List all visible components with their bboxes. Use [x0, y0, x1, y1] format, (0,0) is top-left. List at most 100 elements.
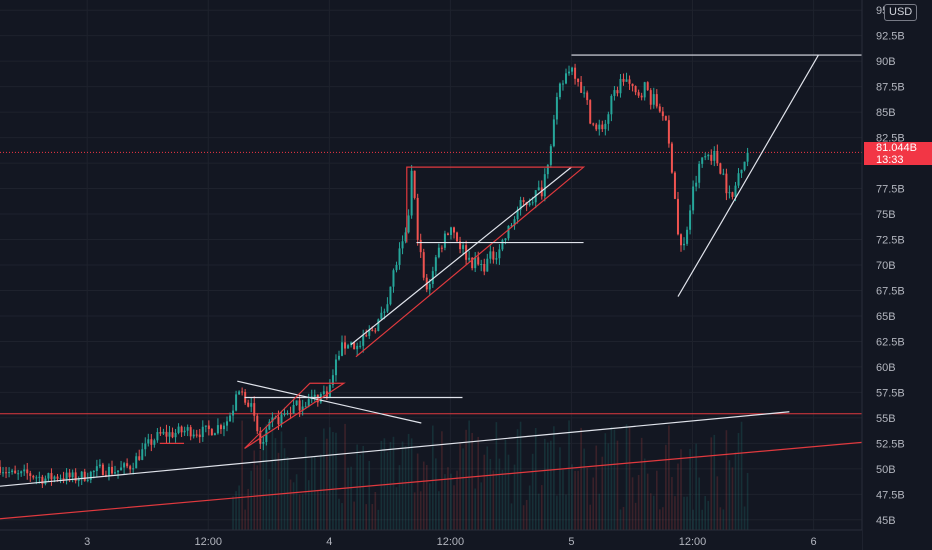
candle-body [492, 251, 495, 260]
volume-bar [353, 501, 355, 530]
candle-body [555, 97, 558, 120]
candle-body [32, 475, 35, 478]
volume-bar [598, 493, 601, 530]
price-tick-label: 50B [876, 464, 896, 476]
volume-bar [634, 502, 637, 530]
candle-body [649, 90, 652, 105]
candle-body [144, 443, 147, 450]
volume-bar [368, 460, 371, 530]
candle-body [192, 434, 195, 437]
candle-body [198, 434, 201, 438]
volume-bar [492, 470, 495, 530]
volume-bar [683, 496, 685, 530]
trend-drawing [237, 380, 422, 424]
volume-bar [283, 448, 286, 530]
volume-bar [686, 496, 688, 530]
candle-body [713, 150, 716, 161]
volume-bar [601, 456, 604, 530]
candle-body [265, 429, 268, 443]
volume-bar [338, 498, 340, 530]
time-tick-label: 3 [84, 536, 90, 548]
volume-bar [662, 507, 664, 530]
candle-body [537, 187, 540, 191]
volume-bar [725, 430, 728, 530]
candle-body [616, 90, 619, 94]
candle-body [428, 283, 431, 290]
candle-body [186, 427, 189, 431]
candle-body [129, 466, 132, 470]
candle-body [86, 479, 89, 481]
candle-body [353, 342, 356, 350]
volume-bar [489, 458, 492, 530]
time-tick-label: 12:00 [194, 536, 222, 548]
candle-body [250, 403, 253, 407]
price-axis[interactable]: 45B 47.5B 50B 52.5B 55B 57.5B 60B 62.5B 65B 67.5B… [861, 0, 932, 550]
candle-body [634, 86, 637, 93]
candle-body [156, 432, 159, 441]
volume-bar [386, 452, 389, 530]
candle-body [622, 78, 625, 82]
trend-drawing [350, 166, 572, 345]
volume-bar [447, 467, 449, 530]
volume-bar [480, 482, 483, 530]
candle-body [504, 238, 507, 241]
trend-drawing [244, 382, 346, 449]
candle-body [359, 345, 362, 347]
volume-bar [544, 438, 546, 530]
candle-body [543, 174, 546, 197]
volume-bar [232, 496, 234, 530]
candle-body [362, 335, 365, 346]
candle-body [471, 257, 474, 269]
candle-body [710, 154, 713, 161]
volume-bar [295, 474, 298, 530]
time-axis[interactable]: 3 12:00 4 12:00 5 12:00 6 [0, 529, 862, 550]
price-tick-label: 75B [876, 209, 896, 221]
volume-bar [474, 488, 476, 530]
candle-body [586, 92, 589, 101]
volume-bar [674, 496, 676, 530]
volume-bar [365, 504, 368, 530]
price-tick-label: 47.5B [876, 489, 905, 501]
volume-bar [689, 448, 691, 530]
volume-bar [568, 420, 570, 530]
volume-bar [531, 453, 534, 530]
candle-body [513, 219, 516, 226]
volume-bar [649, 493, 652, 530]
volume-bar [652, 495, 655, 530]
candle-body [238, 391, 241, 395]
volume-bar [522, 505, 525, 530]
candle-body [631, 83, 634, 87]
candle-body [580, 81, 583, 93]
volume-bar [616, 440, 619, 530]
candle-body [540, 187, 543, 197]
candle-body [643, 82, 646, 98]
volume-bar [740, 421, 743, 530]
candle-body [655, 94, 658, 107]
volume-bar [586, 468, 588, 530]
volume-bar [419, 491, 422, 530]
candle-body [453, 227, 456, 233]
candle-body [0, 466, 1, 473]
candle-body [210, 429, 213, 436]
candle-body [280, 414, 283, 425]
candle-body [68, 472, 71, 478]
candlestick-series [0, 63, 749, 488]
candle-body [552, 119, 555, 147]
volume-bar [292, 482, 295, 530]
volume-bar [540, 485, 543, 530]
candle-body [707, 154, 710, 157]
candle-body [5, 472, 8, 474]
candle-body [395, 264, 398, 271]
candle-body [98, 464, 101, 467]
currency-badge[interactable]: USD [884, 4, 918, 21]
candle-body [404, 232, 407, 242]
candle-body [92, 471, 95, 473]
candle-body [283, 414, 286, 416]
drawing-tools [0, 54, 899, 520]
volume-bar [247, 488, 249, 530]
trend-drawing [355, 166, 586, 358]
candle-body [123, 463, 126, 468]
candle-body [449, 227, 452, 235]
last-price-label: 81.044B 13:33 [864, 142, 932, 166]
